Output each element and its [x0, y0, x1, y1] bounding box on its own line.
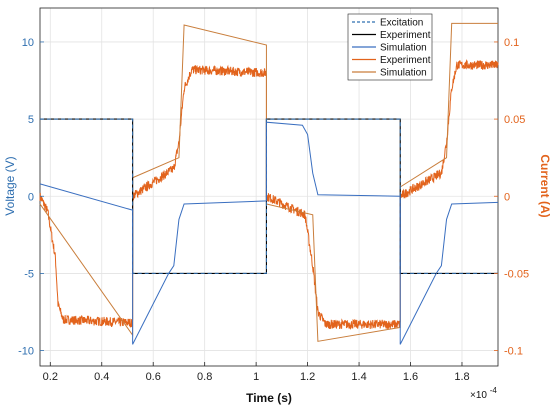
legend-label: Simulation	[380, 43, 427, 54]
axis-ticks: 0.2 0.4 0.6 0.8 1 1.2 1.4 1.6 1.8 -10 -5 0 5 10 -0.1 -0…	[18, 37, 529, 383]
y-right-tick-label: -0.1	[504, 346, 523, 358]
y-right-tick-label: 0.05	[504, 114, 525, 126]
y-axis-left-label: Voltage (V)	[3, 156, 17, 215]
legend: ExcitationExperimentSimulationExperiment…	[347, 13, 433, 81]
legend-label: Simulation	[380, 68, 427, 79]
legend-label: Excitation	[380, 18, 423, 29]
y-left-tick-label: 5	[28, 114, 34, 126]
y-left-tick-label: -5	[24, 268, 34, 280]
x-axis-exponent-base: ×10	[470, 390, 487, 401]
y-left-tick-label: 0	[28, 191, 34, 203]
legend-label: Experiment	[380, 30, 431, 41]
x-axis-exponent: ×10 -4	[470, 386, 497, 401]
x-tick-label: 1	[253, 371, 259, 383]
series-line	[39, 121, 499, 345]
x-tick-label: 0.2	[43, 371, 58, 383]
y-right-tick-label: 0	[504, 191, 510, 203]
y-axis-right-label: Current (A)	[538, 154, 550, 217]
x-tick-label: 0.4	[94, 371, 109, 383]
x-tick-label: 1.4	[351, 371, 366, 383]
y-left-tick-label: 10	[22, 37, 34, 49]
y-right-tick-label: -0.05	[504, 268, 529, 280]
x-axis-exponent-power: -4	[490, 386, 498, 395]
series-line	[39, 59, 499, 330]
y-right-tick-label: 0.1	[504, 37, 519, 49]
legend-label: Experiment	[380, 55, 431, 66]
x-tick-label: 1.8	[454, 371, 469, 383]
series-line	[39, 22, 498, 342]
x-axis-label: Time (s)	[246, 391, 292, 405]
y-left-tick-label: -10	[18, 346, 34, 358]
plot-frame	[39, 7, 499, 367]
x-tick-label: 0.6	[146, 371, 161, 383]
x-tick-label: 0.8	[197, 371, 212, 383]
x-tick-label: 1.6	[403, 371, 418, 383]
x-tick-label: 1.2	[300, 371, 315, 383]
series-layer	[39, 22, 499, 345]
